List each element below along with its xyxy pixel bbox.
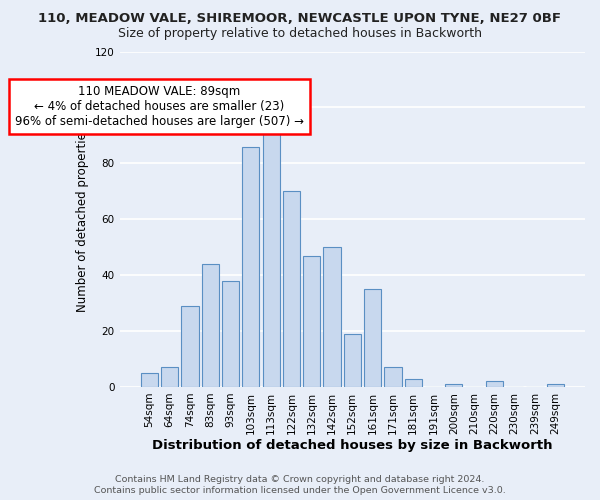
Bar (222, 280, 239, 387)
Bar (486, 382, 503, 387)
Text: Contains public sector information licensed under the Open Government Licence v3: Contains public sector information licen… (94, 486, 506, 495)
Bar (242, 146, 259, 387)
Bar (445, 384, 463, 387)
Bar (547, 384, 564, 387)
Bar (263, 124, 280, 387)
Text: Contains HM Land Registry data © Crown copyright and database right 2024.: Contains HM Land Registry data © Crown c… (115, 475, 485, 484)
Text: 110 MEADOW VALE: 89sqm
← 4% of detached houses are smaller (23)
96% of semi-deta: 110 MEADOW VALE: 89sqm ← 4% of detached … (15, 85, 304, 128)
Bar (364, 289, 381, 387)
Y-axis label: Number of detached properties: Number of detached properties (76, 126, 89, 312)
Bar (404, 378, 422, 387)
Bar (181, 306, 199, 387)
Bar (141, 373, 158, 387)
X-axis label: Distribution of detached houses by size in Backworth: Distribution of detached houses by size … (152, 440, 553, 452)
Bar (283, 192, 300, 387)
Bar (384, 368, 401, 387)
Bar (202, 264, 219, 387)
Text: 110, MEADOW VALE, SHIREMOOR, NEWCASTLE UPON TYNE, NE27 0BF: 110, MEADOW VALE, SHIREMOOR, NEWCASTLE U… (38, 12, 562, 26)
Bar (303, 256, 320, 387)
Bar (323, 247, 341, 387)
Bar (344, 334, 361, 387)
Bar (161, 368, 178, 387)
Text: Size of property relative to detached houses in Backworth: Size of property relative to detached ho… (118, 28, 482, 40)
